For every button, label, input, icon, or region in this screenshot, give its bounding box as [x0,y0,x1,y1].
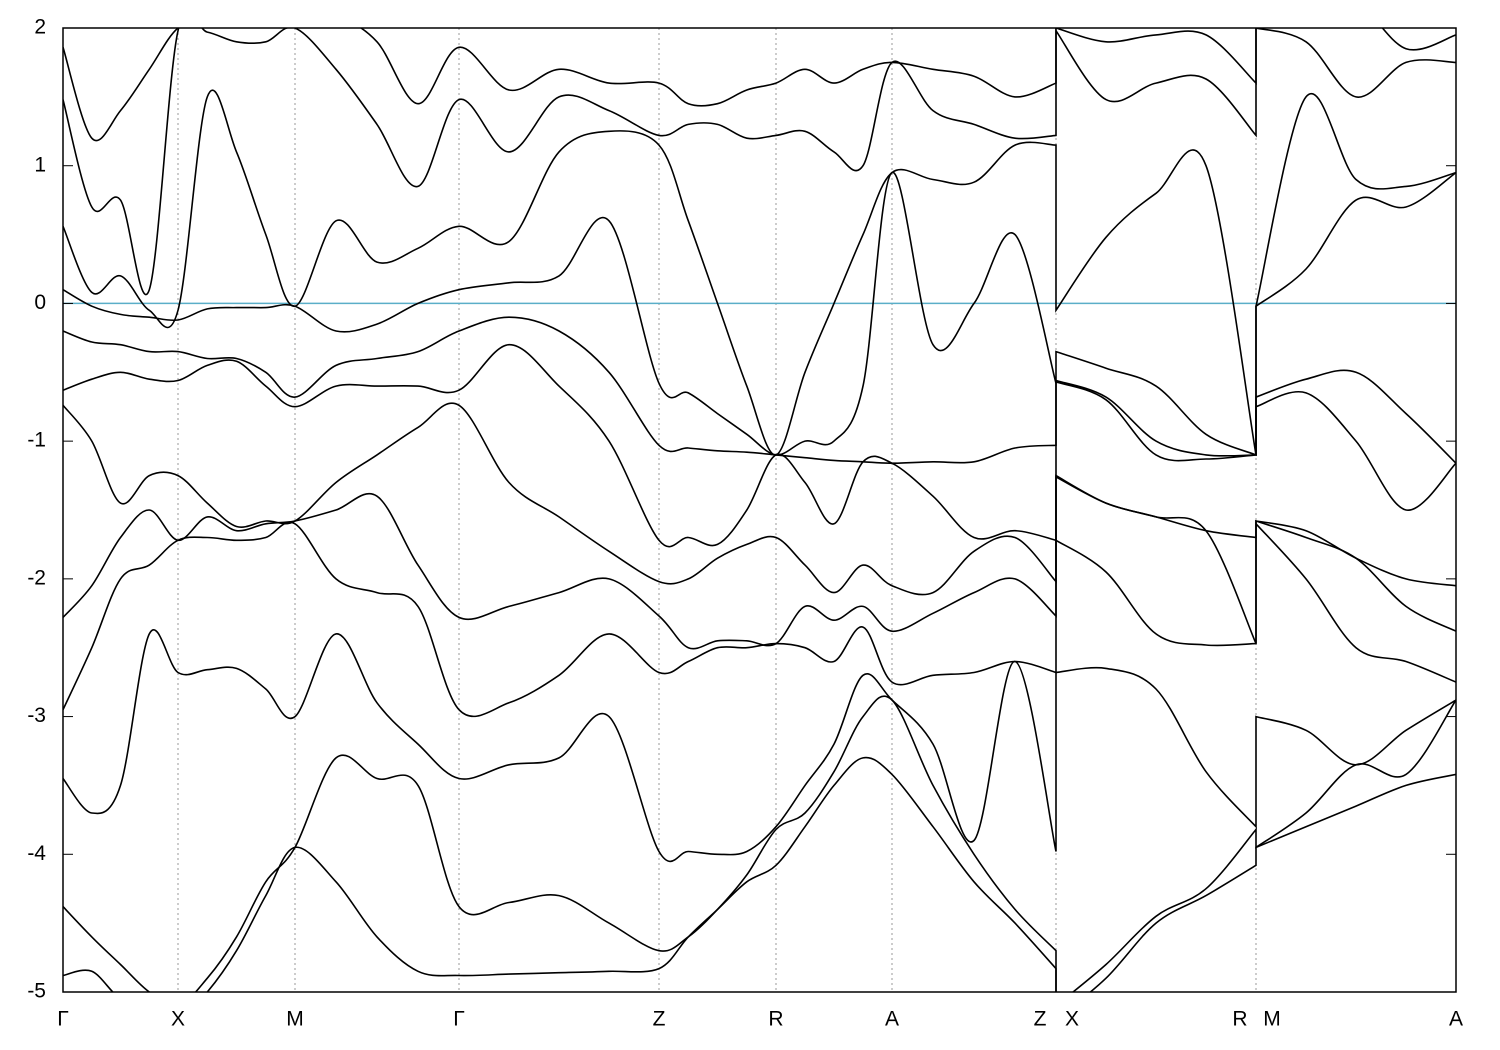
bands [63,28,1456,992]
y-tick-label: 0 [34,291,46,314]
band-line [63,28,1456,142]
x-tick-label: Z [1034,1008,1047,1031]
x-tick-label: X [1065,1008,1079,1031]
y-tick-label: 1 [34,153,46,176]
band-line [63,521,1456,718]
x-tick-label: R [768,1008,783,1031]
x-tick-label: M [286,1008,304,1031]
band-line [63,89,1456,456]
x-tick-label: Γ [453,1008,465,1031]
band-line [63,629,1456,863]
y-tick-label: -2 [27,566,46,589]
x-tick-label: M [1263,1008,1281,1031]
y-tick-label: 2 [34,16,46,39]
y-tick-label: -1 [27,429,46,452]
y-tick-label: -5 [27,980,46,1003]
x-tick-label: A [1449,1008,1463,1031]
band-line [63,28,1456,295]
y-tick-label: -4 [27,842,46,865]
x-tick-label: A [885,1008,899,1031]
x-tick-label: X [171,1008,185,1031]
plot-frame [62,27,1457,993]
band-line [63,402,1456,596]
x-tick-label: R [1232,1008,1247,1031]
band-line [63,316,1456,465]
band-line [63,171,1456,457]
band-line [63,475,1456,650]
x-tick-label: Γ [57,1008,69,1031]
band-line [63,695,1456,992]
x-tick-label: Z [653,1008,666,1031]
band-line [63,343,1456,548]
y-tick-label: -3 [27,704,46,727]
